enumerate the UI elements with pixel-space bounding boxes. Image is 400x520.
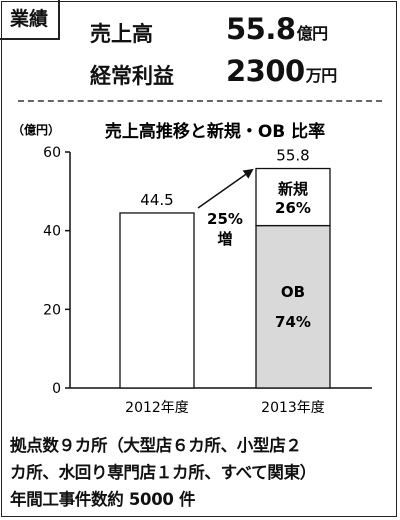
sales-number: 55.8: [226, 12, 296, 46]
bar-2012: [119, 212, 195, 389]
footer-line-1: 拠点数９カ所（大型店６カ所、小型店２: [10, 436, 302, 455]
sales-value: 55.8億円: [226, 12, 328, 46]
y-tick-label: 20: [43, 302, 61, 318]
bar-2013-ob-segment: [255, 224, 331, 389]
profit-label: 経常利益: [90, 64, 174, 88]
bar-value-label: 44.5: [140, 191, 173, 209]
y-axis-label: （億円）: [12, 122, 60, 137]
footer-line-3: 年間工事件数約 5000 件: [10, 490, 196, 509]
x-tick-label: 2013年度: [261, 400, 325, 416]
y-tick-label: 40: [43, 224, 61, 240]
bar-value-label: 55.8: [276, 147, 309, 165]
sales-label: 売上高: [90, 22, 153, 46]
footer-line-2: カ所、水回り専門店１カ所、すべて関東）: [10, 463, 316, 482]
bar-2013-new-segment: [255, 167, 331, 227]
chart-title: 売上高推移と新規・OB 比率: [105, 121, 325, 142]
profit-number: 2300: [226, 54, 305, 88]
profit-unit: 万円: [305, 66, 338, 85]
new-segment-share: 26%: [275, 199, 311, 217]
section-tag: 業績: [0, 0, 61, 40]
growth-arrow: [197, 168, 254, 209]
y-tick-label: 60: [43, 145, 61, 161]
dashed-divider: [18, 100, 382, 102]
growth-word: 増: [217, 230, 232, 248]
ob-segment-share: 74%: [275, 313, 311, 331]
sales-unit: 億円: [296, 24, 329, 43]
ob-segment-name: OB: [281, 283, 305, 301]
x-tick-label: 2012年度: [125, 400, 189, 416]
new-segment-name: 新規: [278, 180, 308, 198]
profit-value: 2300万円: [226, 54, 337, 88]
growth-percent: 25%: [207, 210, 243, 228]
y-tick-label: 0: [52, 381, 61, 397]
